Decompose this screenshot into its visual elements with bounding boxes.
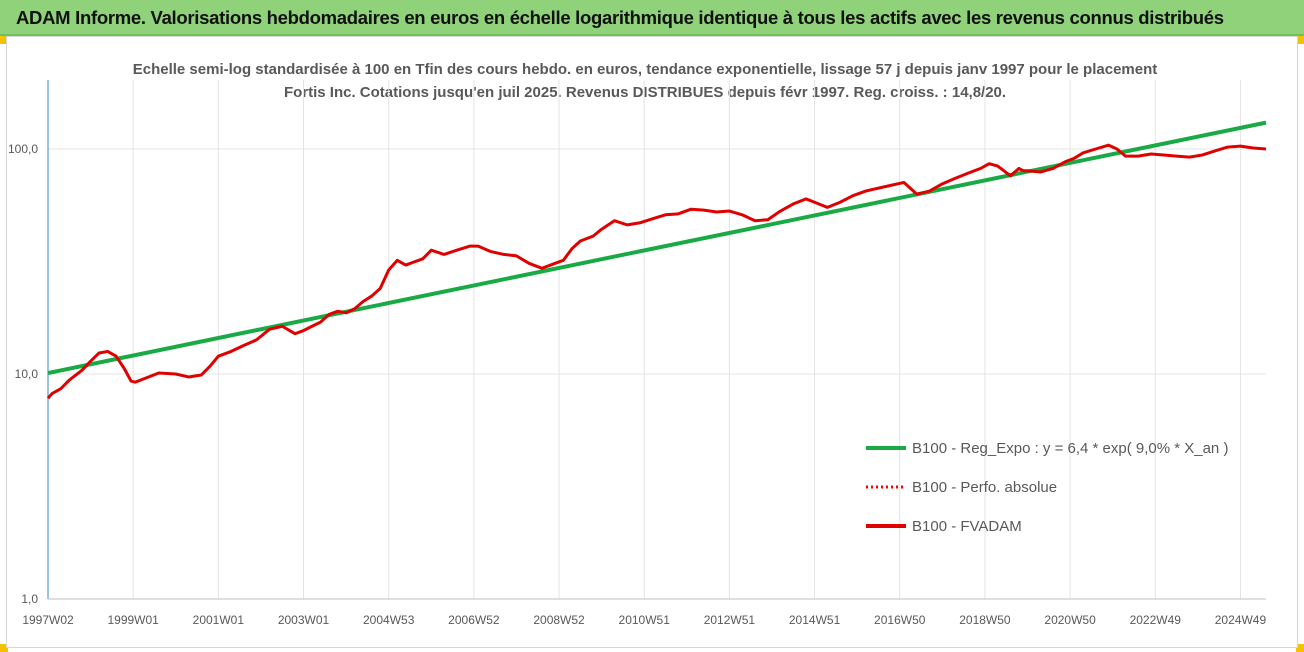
x-tick-label: 2008W52 xyxy=(533,613,585,627)
corner-marker-bottom-right xyxy=(1296,644,1304,652)
corner-marker-bottom-left xyxy=(0,644,8,652)
x-tick-label: 2024W49 xyxy=(1215,613,1267,627)
x-tick-label: 1997W02 xyxy=(22,613,74,627)
chart-frame xyxy=(6,36,1298,648)
legend-label: B100 - FVADAM xyxy=(912,518,1022,535)
y-tick-label: 10,0 xyxy=(15,367,39,381)
series-line-fvadam xyxy=(46,143,1267,400)
x-tick-label: 2014W51 xyxy=(789,613,841,627)
x-tick-label: 2003W01 xyxy=(278,613,330,627)
chart-banner: ADAM Informe. Valorisations hebdomadaire… xyxy=(0,0,1304,36)
y-tick-label: 1,0 xyxy=(21,592,38,606)
corner-marker-top-right xyxy=(1296,36,1304,44)
y-tick-label: 100,0 xyxy=(8,142,38,156)
x-tick-label: 2012W51 xyxy=(704,613,756,627)
x-tick-label: 2018W50 xyxy=(959,613,1011,627)
corner-marker-top-left xyxy=(0,36,8,44)
x-tick-label: 2004W53 xyxy=(363,613,415,627)
x-tick-label: 2010W51 xyxy=(619,613,671,627)
x-tick-label: 2006W52 xyxy=(448,613,500,627)
legend-label: B100 - Reg_Expo : y = 6,4 * exp( 9,0% * … xyxy=(912,440,1228,457)
banner-title: ADAM Informe. Valorisations hebdomadaire… xyxy=(16,7,1224,28)
legend-label: B100 - Perfo. absolue xyxy=(912,479,1057,496)
x-tick-label: 2001W01 xyxy=(193,613,245,627)
chart-subtitle: Echelle semi-log standardisée à 100 en T… xyxy=(132,61,1158,101)
x-tick-label: 1999W01 xyxy=(107,613,159,627)
x-tick-label: 2020W50 xyxy=(1044,613,1096,627)
x-tick-label: 2022W49 xyxy=(1130,613,1182,627)
series-line-reg-expo xyxy=(47,120,1267,375)
x-tick-label: 2016W50 xyxy=(874,613,926,627)
